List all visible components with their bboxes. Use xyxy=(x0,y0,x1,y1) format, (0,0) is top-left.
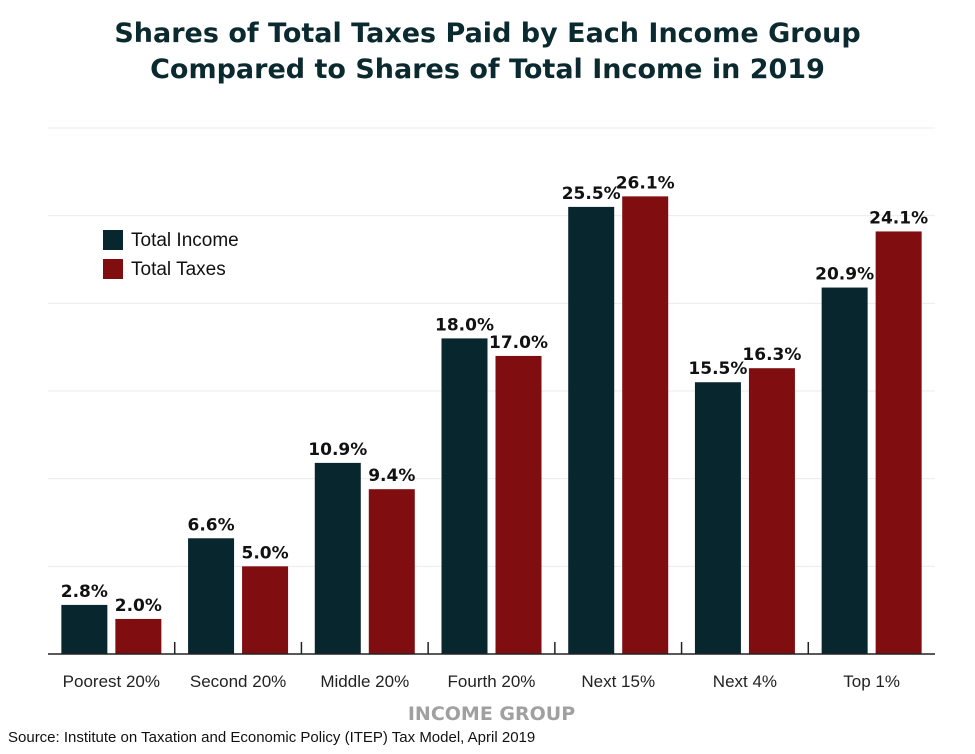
chart-title: Shares of Total Taxes Paid by Each Incom… xyxy=(0,16,975,88)
x-axis-title: INCOME GROUP xyxy=(408,703,575,725)
x-tick-label: Poorest 20% xyxy=(63,672,160,691)
bar-taxes xyxy=(242,566,289,654)
bar-taxes xyxy=(115,618,162,654)
data-label: 15.5% xyxy=(688,359,747,379)
data-label: 24.1% xyxy=(869,208,928,228)
legend-label: Total Income xyxy=(131,230,239,251)
x-tick-label: Next 4% xyxy=(713,672,777,691)
bar-taxes xyxy=(495,355,542,654)
data-label: 17.0% xyxy=(489,333,548,353)
chart-title-line-2: Compared to Shares of Total Income in 20… xyxy=(150,54,825,85)
data-label: 5.0% xyxy=(241,543,288,563)
data-label: 18.0% xyxy=(435,315,494,335)
data-label: 6.6% xyxy=(187,515,234,535)
bar-taxes xyxy=(368,489,415,654)
data-label: 9.4% xyxy=(368,466,415,486)
chart-title-line-1: Shares of Total Taxes Paid by Each Incom… xyxy=(114,18,861,49)
bar-income xyxy=(694,382,741,654)
legend-label: Total Taxes xyxy=(131,259,226,280)
data-label: 16.3% xyxy=(742,345,801,365)
x-tick-label: Middle 20% xyxy=(320,672,409,691)
bar-income xyxy=(821,287,868,654)
data-label: 20.9% xyxy=(815,265,874,285)
legend-swatch xyxy=(103,259,123,279)
legend-swatch xyxy=(103,230,123,250)
data-label: 2.8% xyxy=(61,582,108,602)
bar-income xyxy=(188,538,235,654)
x-tick-label: Next 15% xyxy=(581,672,655,691)
data-label: 25.5% xyxy=(562,184,621,204)
data-label: 10.9% xyxy=(308,440,367,460)
data-label: 26.1% xyxy=(616,173,675,193)
data-label: 2.0% xyxy=(115,596,162,616)
bar-taxes xyxy=(875,231,922,655)
bar-income xyxy=(568,206,615,654)
bar-taxes xyxy=(748,368,795,654)
bar-income xyxy=(441,338,488,654)
bar-income xyxy=(61,604,108,654)
source-note: Source: Institute on Taxation and Econom… xyxy=(8,729,536,746)
bar-taxes xyxy=(622,196,669,654)
x-tick-label: Top 1% xyxy=(843,672,900,691)
bar-income xyxy=(314,462,361,654)
x-tick-label: Fourth 20% xyxy=(448,672,536,691)
x-tick-label: Second 20% xyxy=(190,672,286,691)
